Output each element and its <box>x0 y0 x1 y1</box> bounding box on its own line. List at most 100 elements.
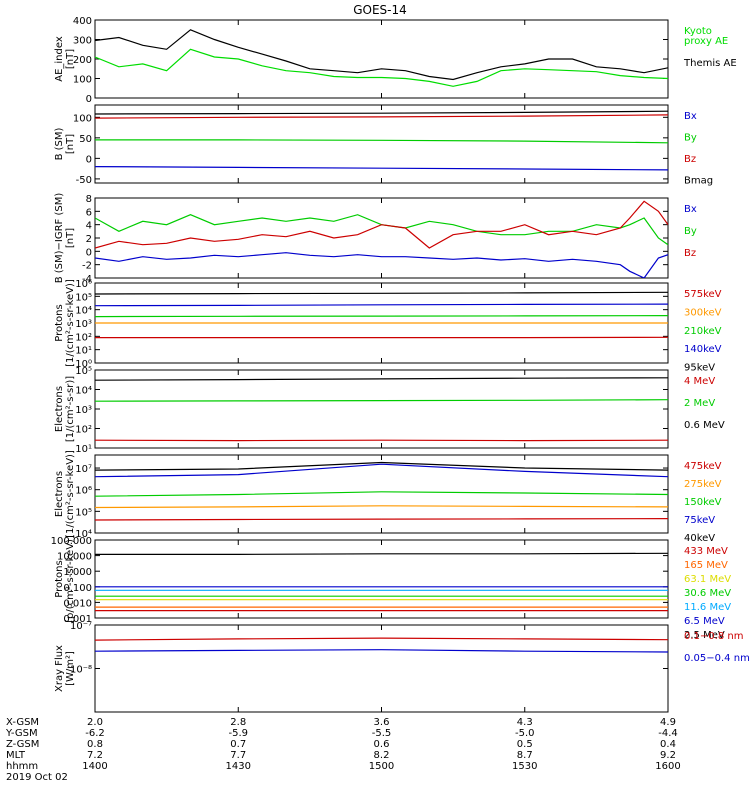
y-tick-label: 0.100 <box>63 583 92 594</box>
legend-entry: 30.6 MeV <box>684 588 731 599</box>
legend-entry: 0.1−0.8 nm <box>684 631 743 642</box>
y-tick-label: 10⁵ <box>75 292 92 303</box>
y-tick-label: 10⁴ <box>75 529 92 540</box>
panel-2: -50 0 50 100 B (SM) [nT] Bx By Bz Bmag <box>54 104 713 187</box>
series-line <box>95 461 668 471</box>
footer-value: 1400 <box>82 761 107 772</box>
footer-row-label: hhmm <box>6 761 38 772</box>
series-line <box>95 303 668 307</box>
y-tick-label: 10¹ <box>75 346 92 357</box>
footer-row-label: Z-GSM <box>6 739 39 750</box>
series-line <box>95 315 668 318</box>
legend-entry: 40keV <box>684 533 715 544</box>
series-line <box>95 463 668 478</box>
footer-value: 1600 <box>655 761 680 772</box>
y-tick-label: 0 <box>86 247 92 258</box>
footer-value: -5.9 <box>228 728 248 739</box>
y-axis-label: Electrons <box>54 386 65 432</box>
legend-entry: Bz <box>684 248 696 259</box>
y-axis-label: [1/(cm²-s-sr-keV)] <box>65 279 76 367</box>
footer-value: 7.2 <box>87 750 103 761</box>
legend-entry: 433 MeV <box>684 546 728 557</box>
legend-entry: 2.5 MeV <box>684 630 725 641</box>
legend-entry: 300keV <box>684 307 722 318</box>
y-tick-label: -4 <box>82 274 92 285</box>
legend-entry: 150keV <box>684 497 722 508</box>
footer-row-label: MLT <box>6 750 26 761</box>
y-axis-label: [W/m²] <box>65 651 76 686</box>
legend-entry: Themis AE <box>683 58 737 69</box>
series-line <box>95 377 668 381</box>
y-tick-label: 10⁷ <box>75 464 92 475</box>
y-tick-label: 0 <box>86 154 92 165</box>
legend-entry: 140keV <box>684 344 722 355</box>
legend-entry: By <box>684 226 697 237</box>
y-axis-label: B (SM)−IGRF (SM) <box>54 193 65 284</box>
legend-entry: 4 MeV <box>684 376 715 387</box>
y-tick-label: 100.000 <box>51 536 92 547</box>
series-line <box>95 139 668 144</box>
y-tick-label: 10.000 <box>57 552 92 563</box>
panel-3: -4 -2 0 2 4 6 8 B (SM)−IGRF (SM) [nT] Bx By Bz <box>54 193 697 285</box>
y-axis-label: Protons <box>54 304 65 341</box>
y-tick-label: 100 <box>73 113 92 124</box>
legend-entry: 2 MeV <box>684 398 715 409</box>
footer-value: 0.4 <box>660 739 676 750</box>
y-tick-label: 10⁶ <box>75 486 92 497</box>
footer-value: 0.7 <box>230 739 246 750</box>
series-line <box>95 114 668 119</box>
footer-value: 2.0 <box>87 717 103 728</box>
footer-value: -4.4 <box>658 728 678 739</box>
series-line <box>95 491 668 497</box>
legend-entry: Bx <box>684 111 697 122</box>
panel-frame <box>94 539 669 619</box>
y-axis-label: [nT] <box>65 134 76 154</box>
y-tick-label: -2 <box>82 261 92 272</box>
series-line <box>95 637 668 641</box>
panel-frame <box>94 369 669 449</box>
figure-title: GOES-14 <box>353 3 407 17</box>
legend-entry: 475keV <box>684 461 722 472</box>
series-line <box>95 252 668 278</box>
y-tick-label: 10⁻⁸ <box>70 665 92 676</box>
y-tick-label: 100 <box>73 75 92 86</box>
y-tick-label: 2 <box>86 234 92 245</box>
y-tick-label: 200 <box>73 55 92 66</box>
y-tick-label: 50 <box>79 134 92 145</box>
series-line <box>95 291 668 295</box>
footer-value: 7.7 <box>230 750 246 761</box>
y-axis-label: AE_index <box>54 36 65 82</box>
panel-4: 10⁰ 10¹ 10² 10³ 10⁴ 10⁵ 10⁶ Protons [1/(cm²-s-sr… <box>54 279 722 374</box>
footer-value: 1530 <box>512 761 537 772</box>
footer-value: 2.8 <box>230 717 246 728</box>
y-tick-label: 10³ <box>75 405 92 416</box>
footer-value: 0.6 <box>374 739 390 750</box>
footer-row-label: Y-GSM <box>5 728 38 739</box>
y-tick-label: -50 <box>76 175 92 186</box>
y-tick-label: 0.010 <box>63 598 92 609</box>
y-axis-label: [p/(cm²-s-sr-keV)] <box>65 535 76 623</box>
series-line <box>95 48 668 87</box>
y-tick-label: 1.000 <box>63 567 92 578</box>
y-tick-label: 10⁵ <box>75 366 92 377</box>
footer-value: 1500 <box>369 761 394 772</box>
y-tick-label: 10³ <box>75 319 92 330</box>
y-tick-label: 10¹ <box>75 444 92 455</box>
series-line <box>95 200 668 249</box>
footer-row-label: X-GSM <box>6 717 39 728</box>
legend-entry: Bx <box>684 204 697 215</box>
y-axis-label: [nT] <box>65 49 76 69</box>
legend-entry: proxy AE <box>684 36 728 47</box>
y-tick-label: 6 <box>86 207 92 218</box>
y-tick-label: 10⁴ <box>75 306 92 317</box>
y-tick-label: 10⁴ <box>75 386 92 397</box>
y-tick-label: 0 <box>86 94 92 105</box>
panel-5: 10¹ 10² 10³ 10⁴ 10⁵ Electrons [1/(cm²-s-sr)] 4 … <box>54 366 725 455</box>
legend-entry: Bmag <box>684 176 713 187</box>
footer-value: -5.0 <box>515 728 535 739</box>
y-axis-label: Electrons <box>54 471 65 517</box>
panel-7: 0.001 0.010 0.100 1.000 10.000 100.000 Protons… <box>51 535 732 641</box>
footer-value: 9.2 <box>660 750 676 761</box>
